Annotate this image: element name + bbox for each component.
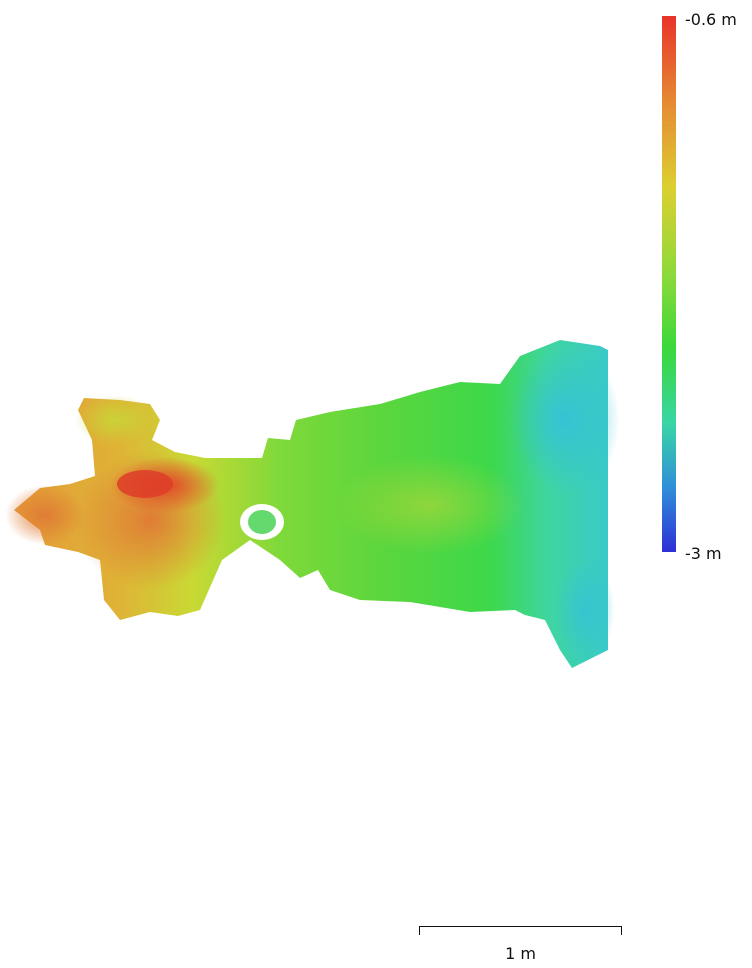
high-region-red-core [117, 470, 173, 498]
low-region-cyan [510, 345, 620, 495]
hole-floor [248, 510, 276, 534]
scale-bar [419, 926, 622, 935]
legend-min-label: -3 m [685, 544, 722, 563]
high-region-orange-left [5, 485, 85, 545]
low-region-cyan-bottom [555, 560, 615, 660]
elevation-color-legend [662, 16, 676, 552]
legend-max-label: -0.6 m [685, 10, 737, 29]
ridge-yellow [75, 395, 155, 445]
scale-bar-label: 1 m [505, 944, 536, 963]
ridge-yellow-center [335, 455, 525, 555]
